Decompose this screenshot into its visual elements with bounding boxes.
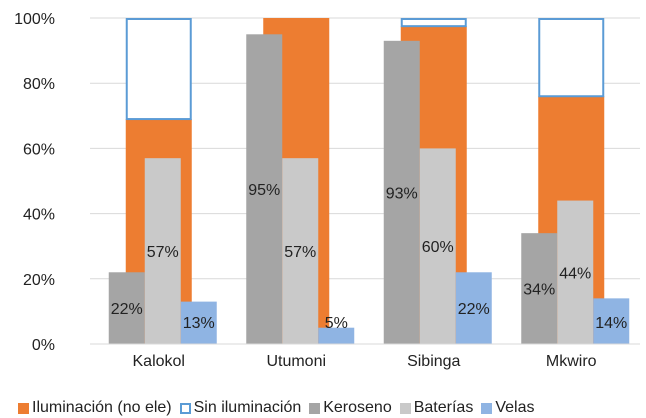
x-tick-label: Kalokol: [133, 353, 185, 370]
legend-swatch: [481, 402, 493, 414]
bar-keroseno: [521, 233, 558, 344]
legend-label: Velas: [495, 399, 535, 416]
y-tick-label: 60%: [23, 141, 55, 158]
bar-bater-as: [144, 158, 181, 344]
legend-item: Velas: [481, 399, 534, 417]
data-label: 60%: [422, 239, 454, 256]
y-tick-label: 40%: [23, 207, 55, 224]
bar-velas: [593, 298, 630, 344]
legend-label: Sin iluminación: [193, 399, 302, 416]
data-label: 13%: [183, 315, 215, 332]
y-tick-label: 100%: [14, 11, 55, 28]
bar-velas: [180, 301, 217, 344]
bars: [108, 18, 630, 345]
data-labels: 22% 57% 13% 95% 57% 5% 93% 60% 22% 34%44% 14%: [111, 182, 628, 332]
legend-item: Iluminación (no ele): [18, 399, 172, 417]
bar-sin-iluminacion: [125, 18, 192, 121]
data-label: 95%: [248, 182, 280, 199]
data-label: 34%: [523, 282, 555, 299]
data-label: 57%: [284, 244, 316, 261]
legend-item: Baterías: [399, 399, 474, 417]
data-label: 22%: [458, 301, 490, 318]
bar-keroseno: [246, 34, 283, 345]
y-tick-label: 20%: [23, 272, 55, 289]
bar-bater-as: [557, 200, 594, 344]
bar-velas: [455, 272, 492, 344]
legend-label: Iluminación (no ele): [32, 399, 172, 416]
legend-item: Sin iluminación: [179, 399, 302, 417]
chart: 0% 20% 40% 60% 80% 100% Kalokol Utumoni Sibinga M…: [14, 11, 640, 370]
legend-swatch: [18, 402, 29, 414]
data-label: 5%: [325, 315, 348, 332]
data-label: 44%: [559, 265, 591, 282]
y-tick-label: 80%: [23, 76, 55, 93]
axes: 0% 20% 40% 60% 80% 100% Kalokol Utumoni Sibinga M…: [14, 11, 640, 370]
legend-item: Keroseno: [309, 399, 392, 417]
legend-label: Baterías: [413, 399, 474, 416]
x-tick-label: Sibinga: [407, 353, 460, 370]
legend-swatch: [399, 402, 411, 414]
bar-sin-iluminacion: [538, 18, 605, 98]
legend-label: Keroseno: [323, 399, 392, 416]
data-label: 22%: [111, 301, 143, 318]
legend-swatch: [179, 402, 191, 414]
data-label: 14%: [595, 315, 627, 332]
y-tick-label: 0%: [32, 337, 55, 354]
bar-velas: [318, 327, 355, 344]
x-tick-label: Utumoni: [266, 353, 326, 370]
legend: Iluminación (no ele) Sin iluminación Keros…: [18, 398, 542, 418]
data-label: 93%: [386, 185, 418, 202]
x-tick-label: Mkwiro: [546, 353, 597, 370]
bar-bater-as: [419, 148, 456, 344]
bar-keroseno: [108, 272, 145, 344]
bar-keroseno: [383, 40, 420, 344]
data-label: 57%: [147, 244, 179, 261]
bar-bater-as: [282, 158, 319, 344]
bar-sin-iluminacion: [400, 18, 467, 28]
legend-swatch: [309, 402, 321, 414]
